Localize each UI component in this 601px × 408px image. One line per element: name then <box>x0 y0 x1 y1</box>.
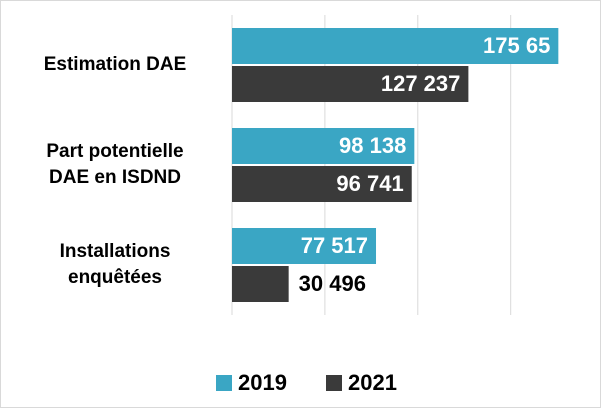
legend-label: 2021 <box>348 370 397 395</box>
category-label-line: enquêtées <box>68 267 162 288</box>
legend-swatch <box>326 375 342 391</box>
bar <box>232 28 559 64</box>
bar <box>232 128 415 164</box>
category-label: Installations enquêtées <box>60 241 171 288</box>
value-label: 98 138 <box>339 133 406 158</box>
category-label-line: Estimation DAE <box>44 54 187 75</box>
bar <box>232 266 289 302</box>
value-label: 77 517 <box>301 233 368 258</box>
category-label-line: DAE en ISDND <box>49 167 181 188</box>
value-label: 127 237 <box>381 71 461 96</box>
legend-label: 2019 <box>238 370 287 395</box>
bar <box>232 66 469 102</box>
legend-swatch <box>216 375 232 391</box>
bar <box>232 166 412 202</box>
value-label: 30 496 <box>299 271 366 296</box>
category-label-line: Installations <box>60 241 171 262</box>
category-label: Part potentielle DAE en ISDND <box>46 141 183 188</box>
bar <box>232 228 377 264</box>
category-label: Estimation DAE <box>44 54 187 75</box>
value-label: 175 65 <box>483 33 550 58</box>
value-label: 96 741 <box>336 171 403 196</box>
category-label-line: Part potentielle <box>46 141 183 162</box>
